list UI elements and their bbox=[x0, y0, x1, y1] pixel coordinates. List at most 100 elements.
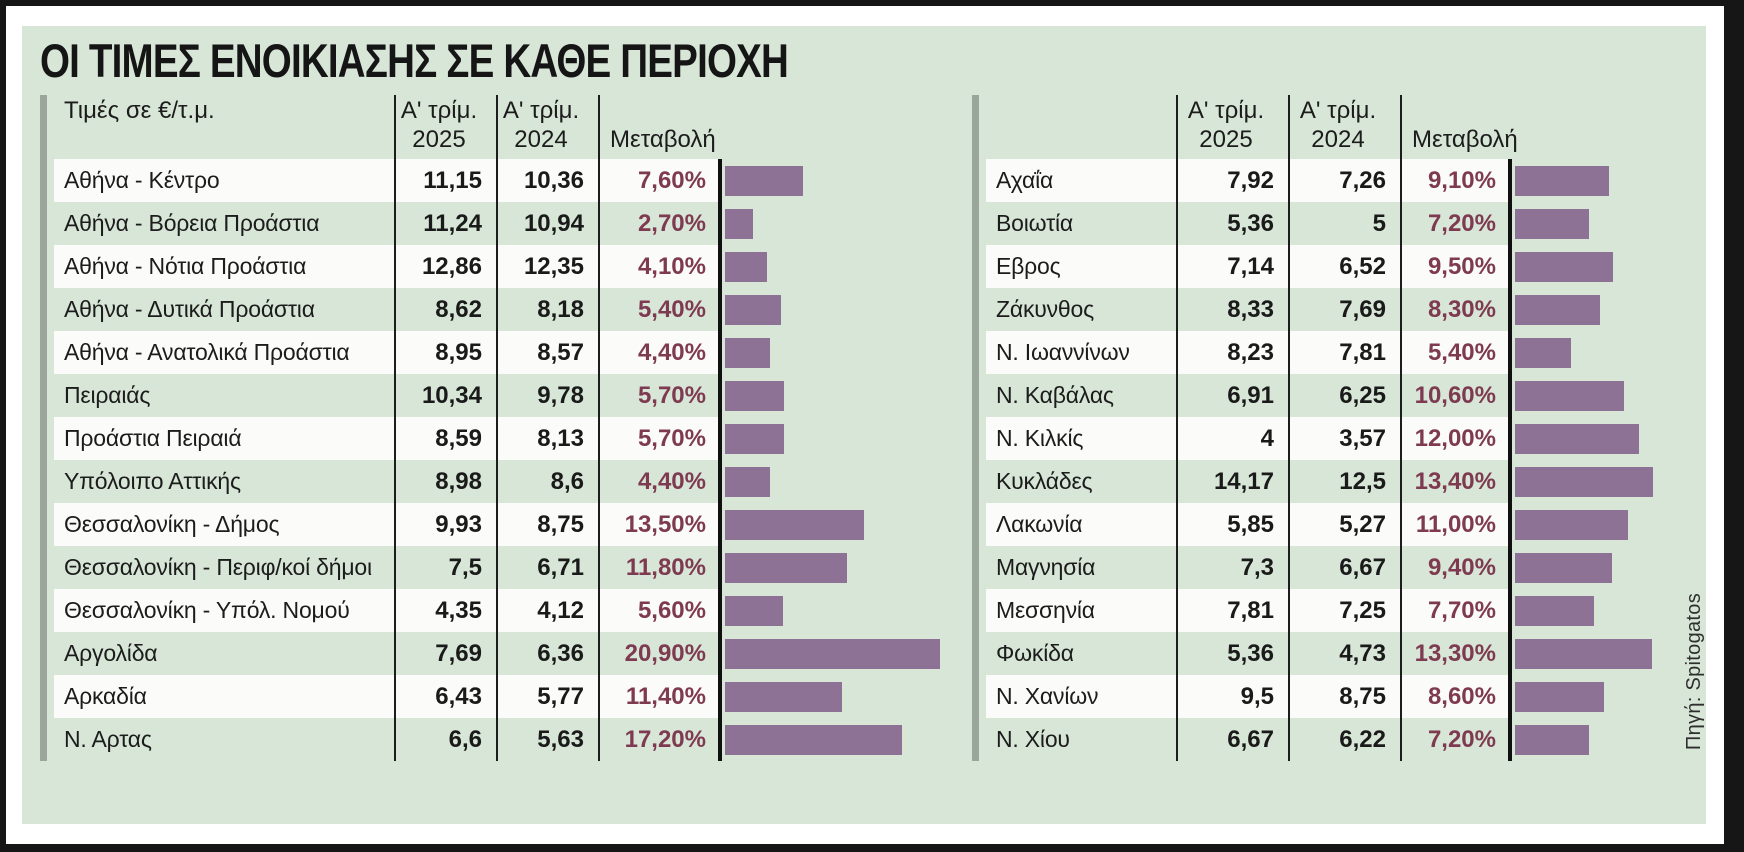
region-label: Ν. Κιλκίς bbox=[986, 417, 1176, 461]
change-bar bbox=[1515, 466, 1653, 497]
table-row: Αρκαδία 6,43 5,77 11,40% bbox=[54, 675, 962, 719]
change-bar bbox=[725, 251, 767, 282]
value-change: 9,10% bbox=[1400, 159, 1508, 203]
region-label: Αθήνα - Δυτικά Προάστια bbox=[64, 296, 315, 323]
q1-2025-line1: Α' τρίμ. bbox=[1187, 97, 1265, 125]
value-q1-2025: 6,6 bbox=[394, 718, 496, 762]
units-label: Τιμές σε €/τ.μ. bbox=[64, 97, 215, 125]
value-change: 7,60% bbox=[598, 159, 718, 203]
table-row: Μαγνησία 7,3 6,67 9,40% bbox=[986, 546, 1686, 590]
region-label: Λακωνία bbox=[986, 503, 1176, 547]
table-row: Κυκλάδες 14,17 12,5 13,40% bbox=[986, 460, 1686, 504]
value-q1-2025: 8,59 bbox=[394, 417, 496, 461]
value-change: 8,60% bbox=[1400, 675, 1508, 719]
value-change: 8,30% bbox=[1400, 288, 1508, 332]
value-change: 11,40% bbox=[598, 675, 718, 719]
value-change: 4,40% bbox=[598, 460, 718, 504]
value-q1-2024: 6,52 bbox=[1288, 245, 1400, 289]
value-change: 10,60% bbox=[1400, 374, 1508, 418]
value-change: 5,40% bbox=[1400, 331, 1508, 375]
value-q1-2024: 12,35 bbox=[496, 245, 598, 289]
value-q1-2025: 5,85 bbox=[1176, 503, 1288, 547]
table-row: Αθήνα - Κέντρο 11,15 10,36 7,60% bbox=[54, 159, 962, 203]
q1-2025-line2: 2025 bbox=[1199, 125, 1253, 153]
value-q1-2024: 5 bbox=[1288, 202, 1400, 246]
bar-cell bbox=[718, 245, 962, 289]
value-q1-2025: 6,67 bbox=[1176, 718, 1288, 762]
infographic-panel: ΟΙ ΤΙΜΕΣ ΕΝΟΙΚΙΑΣΗΣ ΣΕ ΚΑΘΕ ΠΕΡΙΟΧΗ Τιμέ… bbox=[22, 26, 1706, 824]
table-row: Ν. Χίου 6,67 6,22 7,20% bbox=[986, 718, 1686, 762]
bar-cell bbox=[1508, 503, 1686, 547]
table-row: Θεσσαλονίκη - Υπόλ. Νομού 4,35 4,12 5,60… bbox=[54, 589, 962, 633]
value-change: 20,90% bbox=[598, 632, 718, 676]
change-bar bbox=[725, 681, 842, 712]
region-label: Ν. Αρτας bbox=[64, 726, 152, 753]
region-label: Ζάκυνθος bbox=[996, 296, 1094, 323]
page-title: ΟΙ ΤΙΜΕΣ ΕΝΟΙΚΙΑΣΗΣ ΣΕ ΚΑΘΕ ΠΕΡΙΟΧΗ bbox=[40, 34, 789, 87]
change-bar bbox=[725, 595, 783, 626]
bar-cell bbox=[1508, 374, 1686, 418]
value-q1-2024: 12,5 bbox=[1288, 460, 1400, 504]
region-label: Μεσσηνία bbox=[986, 589, 1176, 633]
region-label: Αρκαδία bbox=[54, 675, 394, 719]
value-q1-2025: 8,62 bbox=[394, 288, 496, 332]
value-q1-2025: 8,33 bbox=[1176, 288, 1288, 332]
value-q1-2024: 8,75 bbox=[496, 503, 598, 547]
q1-2024-line1: Α' τρίμ. bbox=[502, 97, 580, 125]
table-row: Βοιωτία 5,36 5 7,20% bbox=[986, 202, 1686, 246]
value-q1-2024: 5,27 bbox=[1288, 503, 1400, 547]
newspaper-page: ΟΙ ΤΙΜΕΣ ΕΝΟΙΚΙΑΣΗΣ ΣΕ ΚΑΘΕ ΠΕΡΙΟΧΗ Τιμέ… bbox=[6, 6, 1724, 844]
value-q1-2024: 3,57 bbox=[1288, 417, 1400, 461]
bar-cell bbox=[718, 589, 962, 633]
bar-cell bbox=[1508, 675, 1686, 719]
value-q1-2025: 8,98 bbox=[394, 460, 496, 504]
change-bar bbox=[1515, 509, 1628, 540]
table-row: Θεσσαλονίκη - Περιφ/κοί δήμοι 7,5 6,71 1… bbox=[54, 546, 962, 590]
column-header-q1-2025: Α' τρίμ. 2025 bbox=[394, 95, 496, 160]
change-bar bbox=[1515, 552, 1612, 583]
value-change: 7,20% bbox=[1400, 202, 1508, 246]
value-q1-2024: 7,81 bbox=[1288, 331, 1400, 375]
change-bar bbox=[725, 165, 803, 196]
value-q1-2024: 6,22 bbox=[1288, 718, 1400, 762]
bar-cell bbox=[1508, 589, 1686, 633]
change-bar bbox=[1515, 681, 1604, 712]
column-header-q1-2024: Α' τρίμ. 2024 bbox=[1288, 95, 1400, 160]
empty-region-header bbox=[986, 95, 1176, 159]
value-change: 7,20% bbox=[1400, 718, 1508, 762]
value-change: 11,80% bbox=[598, 546, 718, 590]
value-q1-2024: 5,63 bbox=[496, 718, 598, 762]
column-header-change: Μεταβολή bbox=[1400, 95, 1518, 160]
table-row: Αχαΐα 7,92 7,26 9,10% bbox=[986, 159, 1686, 203]
region-label: Ν. Χίου bbox=[996, 726, 1070, 753]
bar-area-header-spacer bbox=[1508, 95, 1686, 159]
bar-cell bbox=[1508, 718, 1686, 762]
value-change: 4,10% bbox=[598, 245, 718, 289]
region-label: Ν. Χανίων bbox=[986, 675, 1176, 719]
value-q1-2025: 7,92 bbox=[1176, 159, 1288, 203]
bar-cell bbox=[1508, 202, 1686, 246]
region-label: Ν. Ιωαννίνων bbox=[986, 331, 1176, 375]
value-q1-2025: 4 bbox=[1176, 417, 1288, 461]
bar-cell bbox=[718, 546, 962, 590]
value-change: 13,30% bbox=[1400, 632, 1508, 676]
bar-cell bbox=[718, 331, 962, 375]
change-bar bbox=[1515, 380, 1624, 411]
value-change: 13,50% bbox=[598, 503, 718, 547]
tables-container: Τιμές σε €/τ.μ. Α' τρίμ. 2025 Α' τρίμ. 2… bbox=[40, 95, 1686, 762]
change-bar bbox=[725, 724, 902, 755]
left-table-rows: Αθήνα - Κέντρο 11,15 10,36 7,60% Αθήνα -… bbox=[54, 159, 962, 762]
change-bar bbox=[725, 294, 781, 325]
change-bar bbox=[1515, 337, 1571, 368]
change-bar bbox=[1515, 423, 1639, 454]
value-change: 5,40% bbox=[598, 288, 718, 332]
value-q1-2024: 8,57 bbox=[496, 331, 598, 375]
left-table: Τιμές σε €/τ.μ. Α' τρίμ. 2025 Α' τρίμ. 2… bbox=[40, 95, 962, 762]
table-row: Ζάκυνθος 8,33 7,69 8,30% bbox=[986, 288, 1686, 332]
region-label: Ν. Καβάλας bbox=[996, 382, 1114, 409]
region-label: Αθήνα - Ανατολικά Προάστια bbox=[54, 331, 394, 375]
region-label: Αθήνα - Νότια Προάστια bbox=[54, 245, 394, 289]
value-q1-2025: 7,81 bbox=[1176, 589, 1288, 633]
bar-cell bbox=[718, 632, 962, 676]
